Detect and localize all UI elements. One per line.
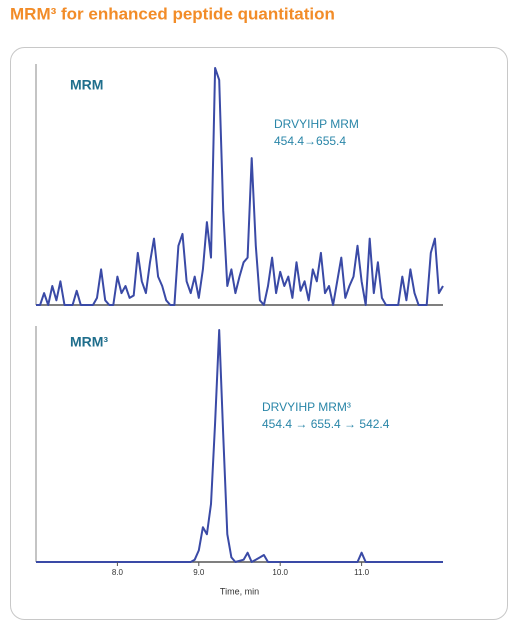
trace-line	[36, 329, 443, 563]
card	[10, 47, 508, 620]
annotation: DRVYIHP MRM³	[262, 400, 351, 414]
x-tick-label: 9.0	[193, 568, 205, 577]
trace-line	[36, 67, 444, 306]
page-title: MRM³ for enhanced peptide quantitation	[10, 4, 335, 23]
x-tick-label: 10.0	[272, 568, 288, 577]
x-axis-label: Time, min	[220, 586, 259, 596]
x-tick-label: 8.0	[112, 568, 124, 577]
annotation: 454.4→655.4	[274, 134, 346, 148]
x-tick-label: 11.0	[354, 568, 370, 577]
panel-label: MRM	[70, 77, 103, 93]
panel-label: MRM³	[70, 334, 108, 350]
annotation: 454.4 → 655.4 → 542.4	[262, 417, 390, 431]
annotation: DRVYIHP MRM	[274, 117, 359, 131]
